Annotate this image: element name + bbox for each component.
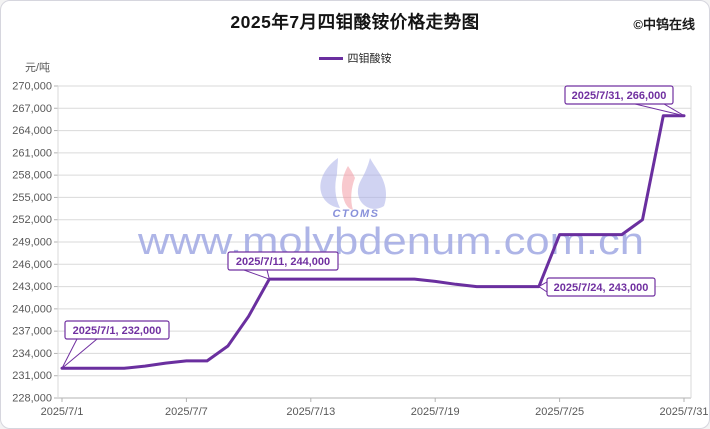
y-tick-label: 261,000 [12,147,52,159]
callout-layer: 2025/7/1, 232,000 2025/7/11, 244,000 2025/… [61,85,685,369]
callout-label: 2025/7/1, 232,000 [73,325,162,337]
y-tick-label: 267,000 [12,103,52,115]
data-callout: 2025/7/11, 244,000 [227,251,339,280]
y-tick-label: 231,000 [12,370,52,382]
data-callout: 2025/7/31, 266,000 [564,85,685,117]
x-tick-label: 2025/7/7 [165,406,208,418]
y-tick-label: 234,000 [12,348,52,360]
series-layer [60,114,686,370]
copyright-label: ©中钨在线 [633,17,695,32]
price-line [60,114,686,370]
logo-left-petal-icon [320,158,340,208]
y-tick-label: 246,000 [12,259,52,271]
callout-box [546,277,656,297]
y-tick-label: 258,000 [12,170,52,182]
y-tick-label: 264,000 [12,125,52,137]
callout-label: 2025/7/31, 266,000 [572,90,667,102]
y-tick-label: 252,000 [12,214,52,226]
y-tick-label: 255,000 [12,192,52,204]
callout-box [227,251,339,271]
y-tick-label: 249,000 [12,237,52,249]
y-tick-label: 243,000 [12,281,52,293]
y-tick-label: 240,000 [12,303,52,315]
legend: 四钼酸铵 [1,50,709,66]
logo-center-ribbon-icon [341,166,355,210]
x-tick-label: 2025/7/1 [41,406,84,418]
logo-wordmark: CTOMS [332,208,379,220]
x-tick-label: 2025/7/25 [535,406,584,418]
watermark-text: www.molybdenum.com.cn [137,221,644,263]
callout-box [64,320,170,340]
logo-right-petal-icon [357,158,386,209]
y-axis-unit-label: 元/吨 [25,62,51,74]
x-tick-label: 2025/7/19 [411,406,460,418]
callout-label: 2025/7/11, 244,000 [236,256,330,268]
data-callout: 2025/7/24, 243,000 [537,277,656,297]
x-tick-label: 2025/7/13 [286,406,335,418]
callout-pointer [634,103,685,117]
data-callout: 2025/7/1, 232,000 [61,320,170,369]
legend-line-swatch [318,56,343,60]
y-tick-label: 237,000 [12,326,52,338]
chart-title: 2025年7月四钼酸铵价格走势图 [230,12,480,32]
callout-box [564,85,674,105]
y-tick-label: 228,000 [12,393,52,405]
callout-label: 2025/7/24, 243,000 [554,282,649,294]
legend-series-label: 四钼酸铵 [347,53,392,65]
callout-pointer [243,269,271,280]
x-tick-label: 2025/7/31 [660,406,709,418]
ctoms-logo: CTOMS [320,158,386,220]
y-tick-label: 270,000 [12,81,52,93]
